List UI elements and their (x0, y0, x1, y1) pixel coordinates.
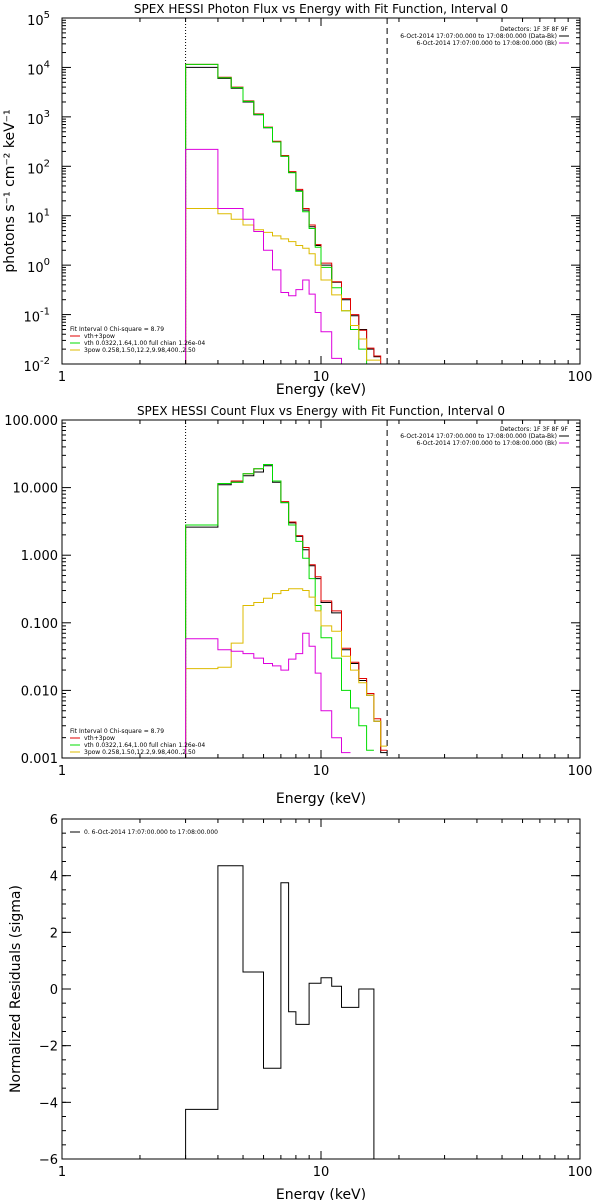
residuals-y-axis-label: Normalized Residuals (sigma) (8, 885, 24, 1093)
residuals-y-tick-label: −4 (39, 1096, 58, 1111)
photon-flux-legend-entry-data: 6-Oct-2014 17:07:00.000 to 17:08:00.000 … (400, 33, 557, 40)
count-flux-legend-entry-data: 6-Oct-2014 17:07:00.000 to 17:08:00.000 … (400, 433, 557, 440)
count-flux-fit-entry-vth: vth 0.0322,1.64,1.00 full chian 1.26e-04 (84, 742, 205, 749)
count-flux-x-tick-label: 100 (568, 764, 593, 779)
count-flux-series-3pow (185, 588, 388, 758)
photon-flux-x-tick-label: 10 (313, 370, 330, 385)
photon-flux-series-vth (185, 63, 374, 365)
residuals-series-data (185, 865, 375, 1159)
count-flux-legend-detectors: Detectors: 1F 3F 8F 9F (500, 426, 569, 433)
count-flux-x-tick-label: 1 (58, 764, 66, 779)
photon-flux-y-tick-label: 100 (27, 257, 50, 276)
residuals-y-tick-label: 6 (50, 813, 58, 828)
count-flux-x-axis-label: Energy (keV) (276, 791, 366, 807)
count-flux-series-vth (185, 464, 374, 758)
count-flux-y-tick-label: 0.010 (21, 684, 58, 699)
residuals-legend-entry: 0. 6-Oct-2014 17:07:00.000 to 17:08:00.0… (84, 829, 218, 836)
count-flux-series-background (185, 632, 351, 758)
count-flux-y-tick-label: 1.000 (21, 549, 58, 564)
photon-flux-title: SPEX HESSI Photon Flux vs Energy with Fi… (134, 2, 508, 16)
photon-flux-series-3pow (185, 208, 381, 364)
count-flux-plot-area (185, 420, 388, 758)
residuals-x-axis-label: Energy (keV) (276, 1187, 366, 1200)
photon-flux-plot-area (185, 18, 388, 365)
photon-flux-y-tick-label: 103 (27, 109, 50, 128)
count-flux-series-data (185, 465, 388, 758)
count-flux-panel: SPEX HESSI Count Flux vs Energy with Fit… (4, 404, 592, 807)
photon-flux-x-axis-label: Energy (keV) (276, 382, 366, 398)
photon-flux-legend: Detectors: 1F 3F 8F 9F 6-Oct-2014 17:07:… (400, 26, 569, 47)
photon-flux-y-tick-label: 10-2 (23, 356, 50, 375)
photon-flux-y-tick-label: 105 (27, 10, 50, 29)
photon-flux-series-vth-3pow (185, 63, 388, 365)
photon-flux-y-tick-label: 102 (27, 158, 50, 177)
photon-flux-x-tick-label: 100 (568, 370, 593, 385)
photon-flux-series-background (185, 148, 351, 365)
photon-flux-y-tick-label: 104 (27, 59, 50, 78)
count-flux-ticks: 1 10 100 0.001 0.010 0.100 1.000 10.000 100.000 (4, 414, 592, 779)
count-flux-fit-entry-total: vth+3pow (84, 735, 115, 742)
residuals-y-tick-label: −2 (39, 1040, 58, 1055)
residuals-x-tick-label: 10 (313, 1165, 330, 1180)
photon-flux-panel: SPEX HESSI Photon Flux vs Energy with Fi… (2, 2, 592, 398)
count-flux-fit-entry-3pow: 3pow 0.258,1.50,12.2,9.98,400.,2.50 (84, 749, 196, 756)
photon-flux-y-tick-label: 101 (27, 208, 50, 227)
residuals-plot-area (185, 865, 375, 1159)
photon-flux-fit-entry-3pow: 3pow 0.258,1.50,12.2,9.98,400.,2.50 (84, 347, 196, 354)
residuals-y-tick-label: −6 (39, 1153, 58, 1168)
count-flux-fit-legend: Fit Interval 0 Chi-square = 8.79 vth+3po… (70, 728, 205, 756)
photon-flux-x-tick-label: 1 (58, 370, 66, 385)
count-flux-y-tick-label: 0.100 (21, 617, 58, 632)
count-flux-series-vth-3pow (185, 464, 388, 758)
count-flux-y-tick-label: 0.001 (21, 752, 58, 767)
count-flux-fit-header: Fit Interval 0 Chi-square = 8.79 (70, 728, 164, 735)
photon-flux-y-tick-label: 10-1 (23, 307, 50, 326)
photon-flux-fit-entry-total: vth+3pow (84, 333, 115, 340)
photon-flux-y-axis-label: photons s⁻¹ cm⁻² keV⁻¹ (2, 109, 18, 272)
residuals-ticks: 1 10 100 −6 −4 −2 0 2 4 6 (39, 813, 593, 1180)
count-flux-y-tick-label: 10.000 (13, 482, 59, 497)
count-flux-y-tick-label: 100.000 (4, 414, 58, 429)
residuals-y-tick-label: 4 (50, 870, 58, 885)
residuals-axes-frame (61, 818, 581, 1160)
count-flux-legend: Detectors: 1F 3F 8F 9F 6-Oct-2014 17:07:… (400, 426, 569, 447)
photon-flux-legend-entry-bk: 6-Oct-2014 17:07:00.000 to 17:08:00.000 … (417, 40, 558, 47)
count-flux-title: SPEX HESSI Count Flux vs Energy with Fit… (137, 404, 505, 418)
residuals-x-tick-label: 100 (568, 1165, 593, 1180)
photon-flux-fit-legend: Fit Interval 0 Chi-square = 8.79 vth+3po… (70, 326, 205, 354)
residuals-y-tick-label: 2 (50, 926, 58, 941)
residuals-x-tick-label: 1 (58, 1165, 66, 1180)
photon-flux-fit-header: Fit Interval 0 Chi-square = 8.79 (70, 326, 164, 333)
count-flux-x-tick-label: 10 (313, 764, 330, 779)
residuals-legend: 0. 6-Oct-2014 17:07:00.000 to 17:08:00.0… (70, 829, 218, 836)
count-flux-legend-entry-bk: 6-Oct-2014 17:07:00.000 to 17:08:00.000 … (417, 440, 558, 447)
photon-flux-ticks: 1 10 100 10-2 10-1 100 101 102 103 104 105 (23, 10, 592, 385)
photon-flux-fit-entry-vth: vth 0.0322,1.64,1.00 full chian 1.26e-04 (84, 340, 205, 347)
residuals-y-tick-label: 0 (50, 983, 58, 998)
photon-flux-legend-detectors: Detectors: 1F 3F 8F 9F (500, 26, 569, 33)
residuals-panel: 1 10 100 −6 −4 −2 0 2 4 6 Energy (keV) Normalized… (8, 813, 592, 1200)
photon-flux-series-data (185, 66, 381, 364)
